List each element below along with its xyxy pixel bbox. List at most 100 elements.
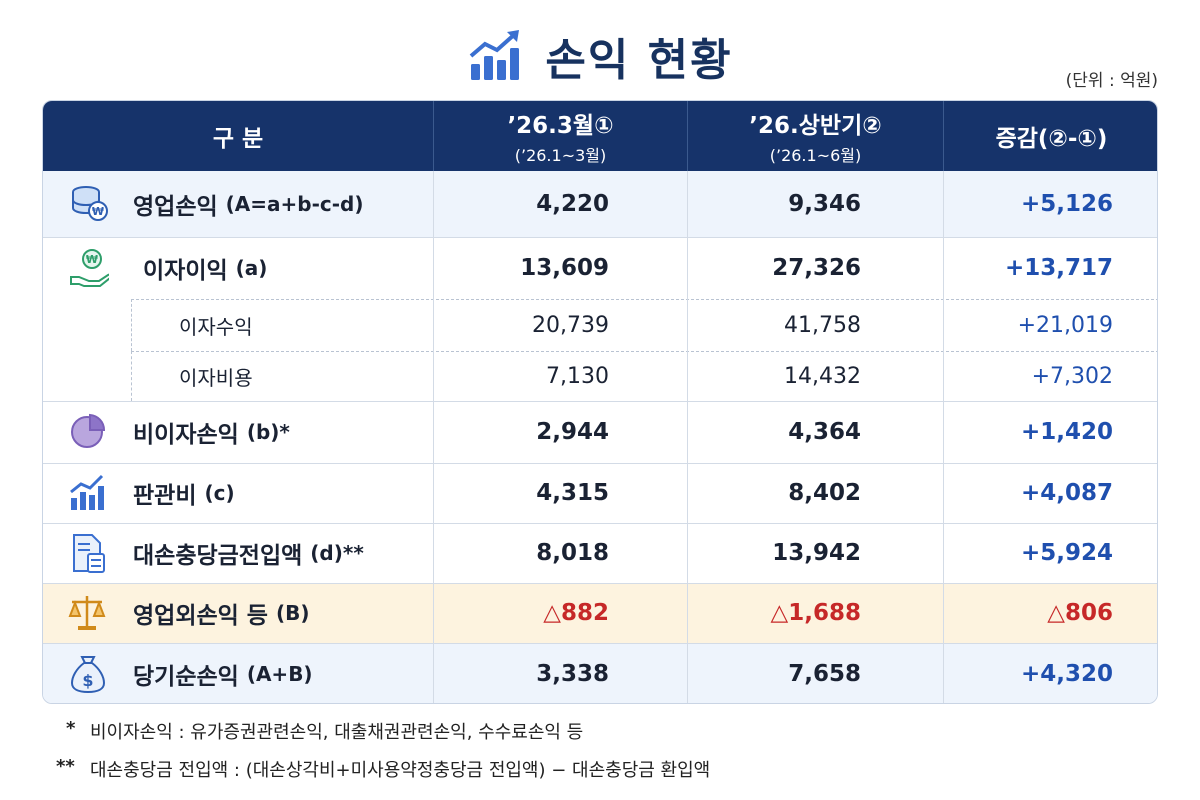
label-text: 이자수익: [179, 314, 253, 339]
table-row: [43, 583, 1157, 643]
value-cell: 2,944: [536, 419, 609, 445]
column-divider: [687, 171, 688, 703]
label-text: 이자이익: [143, 258, 228, 284]
header-cell: ’26.3월① (’26.1~3월): [433, 101, 687, 171]
value-cell: 41,758: [784, 312, 861, 338]
label-text: 대손충당금전입액: [133, 543, 303, 569]
header-bg: [43, 101, 1157, 171]
icon-graphic: ₩: [72, 186, 108, 221]
value-cell: 8,018: [536, 540, 609, 566]
label-note: (a): [235, 256, 268, 280]
icon-graphic: [73, 534, 105, 573]
row-label: 대손충당금전입액 (d)**: [133, 523, 364, 583]
header-sub: (’26.1~3월): [514, 146, 607, 165]
unit-note: (단위 : 억원): [1065, 71, 1158, 91]
title-bar: 손익 현황: [0, 18, 1200, 94]
title: 손익 현황: [545, 35, 733, 86]
row-label: 이자수익: [179, 299, 253, 351]
value-cell: 14,432: [784, 363, 861, 389]
footnote-mark: **: [56, 756, 75, 777]
value-cell: 3,338: [536, 661, 609, 687]
label-text: 비이자손익: [133, 422, 239, 448]
row-divider: [43, 463, 1157, 464]
row-icon: [67, 472, 109, 514]
value-cell: +7,302: [1031, 363, 1113, 389]
value-cell: +13,717: [1004, 255, 1113, 281]
svg-text:₩: ₩: [92, 205, 104, 218]
label-note: (A=a+b-c-d): [225, 192, 364, 216]
row-divider: [131, 299, 1157, 300]
svg-text:₩: ₩: [86, 253, 98, 266]
row-label: 비이자손익 (b)*: [133, 401, 290, 463]
label-note: (b)*: [246, 420, 290, 444]
row-divider: [43, 583, 1157, 584]
header-label: 증감(②-①): [995, 126, 1108, 152]
value-cell: 4,315: [536, 480, 609, 506]
value-cell: +5,126: [1020, 191, 1113, 217]
label-text: 판관비: [133, 483, 197, 509]
row-divider: [43, 643, 1157, 644]
row-divider: [43, 401, 1157, 402]
column-divider: [433, 171, 434, 703]
header-sub: (’26.1~6월): [769, 146, 862, 165]
sub-divider: [131, 299, 132, 351]
title-icon: [470, 30, 520, 80]
row-label: 당기순손익 (A+B): [133, 643, 313, 703]
header-cell: ’26.상반기② (’26.1~6월): [687, 101, 943, 171]
row-divider: [131, 351, 1157, 352]
value-cell: 13,609: [520, 255, 609, 281]
label-text: 당기순손익: [133, 664, 239, 690]
table-row: [43, 171, 1157, 237]
row-label: 이자비용: [179, 351, 253, 401]
sub-divider: [131, 351, 132, 401]
header-label: ’26.상반기②: [749, 113, 882, 139]
value-cell: 7,130: [546, 363, 609, 389]
icon-graphic: [71, 413, 106, 448]
table: 구 분 ’26.3월① (’26.1~3월) ’26.상반기② (’26.1~6월) 증감…: [42, 100, 1158, 704]
footnote-text: 비이자손익 : 유가증권관련손익, 대출채권관련손익, 수수료손익 등: [90, 722, 584, 743]
icon-graphic: ₩: [70, 249, 112, 287]
row-label: 영업손익 (A=a+b-c-d): [133, 171, 364, 237]
row-divider: [43, 523, 1157, 524]
value-cell: 13,942: [772, 540, 861, 566]
value-cell: 27,326: [772, 255, 861, 281]
value-cell: 20,739: [532, 312, 609, 338]
table-row: [43, 643, 1157, 703]
value-cell: △882: [543, 600, 609, 626]
footnote-mark: *: [66, 718, 76, 739]
value-cell: 8,402: [788, 480, 861, 506]
value-cell: +4,087: [1020, 480, 1113, 506]
label-note: (A+B): [246, 662, 313, 686]
label-text: 이자비용: [179, 365, 253, 390]
row-label: 영업외손익 등 (B): [133, 583, 310, 643]
icon-graphic: $: [70, 656, 106, 694]
value-cell: 4,364: [788, 419, 861, 445]
value-cell: +1,420: [1020, 419, 1113, 445]
value-cell: 9,346: [788, 191, 861, 217]
value-cell: +4,320: [1020, 661, 1113, 687]
header-label: ’26.3월①: [507, 113, 614, 139]
value-cell: 4,220: [536, 191, 609, 217]
icon-graphic: [70, 474, 104, 510]
row-label: 판관비 (c): [133, 463, 235, 523]
row-icon: ₩: [67, 247, 112, 289]
value-cell: +21,019: [1017, 312, 1113, 338]
row-icon: $: [67, 653, 109, 695]
row-icon: [67, 592, 109, 634]
header-label: 구 분: [212, 126, 264, 152]
row-label: 이자이익 (a): [143, 237, 267, 299]
value-cell: △806: [1047, 600, 1113, 626]
header-cell: 구 분: [43, 101, 433, 171]
label-note: (B): [275, 601, 310, 625]
row-icon: [67, 532, 109, 574]
icon-graphic: [68, 596, 106, 630]
label-note: (c): [204, 481, 235, 505]
row-icon: [67, 411, 109, 453]
value-cell: 7,658: [788, 661, 861, 687]
row-icon: ₩: [67, 183, 109, 225]
value-cell: △1,688: [770, 600, 861, 626]
label-text: 영업외손익 등: [133, 603, 268, 629]
value-cell: +5,924: [1020, 540, 1113, 566]
